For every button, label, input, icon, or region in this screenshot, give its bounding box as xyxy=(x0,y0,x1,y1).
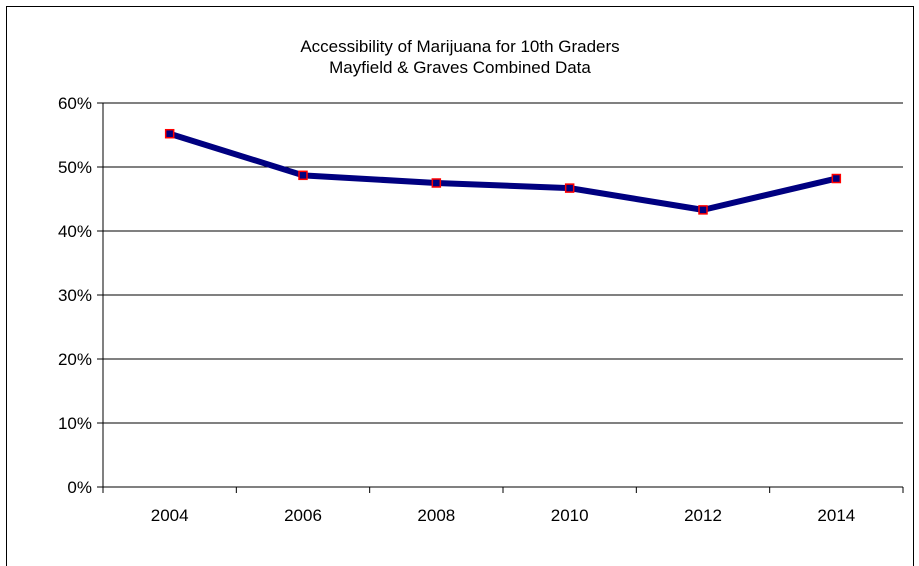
data-point-2008 xyxy=(431,178,442,188)
x-tick-label-2006: 2006 xyxy=(284,506,322,525)
series-line-0 xyxy=(166,130,840,213)
data-point-2006 xyxy=(298,170,308,181)
chart-title-line-1: Accessibility of Marijuana for 10th Grad… xyxy=(300,37,619,56)
data-point-2010 xyxy=(564,183,575,193)
chart-title-line-2: Mayfield & Graves Combined Data xyxy=(329,58,591,77)
data-point-2012 xyxy=(698,205,708,215)
y-tick-labels: 0% 10% 20% 30% 40% 50% 60% xyxy=(58,94,92,497)
y-tick-label-6: 60% xyxy=(58,94,92,113)
y-tick-label-5: 50% xyxy=(58,158,92,177)
x-tick-label-2008: 2008 xyxy=(417,506,455,525)
chart-title: Accessibility of Marijuana for 10th Grad… xyxy=(300,37,619,77)
axes xyxy=(97,102,904,493)
series-group xyxy=(164,128,842,215)
y-tick-label-4: 40% xyxy=(58,222,92,241)
x-tick-labels: 2004 2006 2008 2010 2012 2014 xyxy=(151,506,855,525)
y-tick-label-3: 30% xyxy=(58,286,92,305)
chart-frame xyxy=(6,6,914,566)
y-tick-label-2: 20% xyxy=(58,350,92,369)
gridlines xyxy=(103,102,903,424)
data-point-2014 xyxy=(831,173,842,184)
x-tick-label-2012: 2012 xyxy=(684,506,722,525)
y-tick-label-1: 10% xyxy=(58,414,92,433)
x-tick-label-2010: 2010 xyxy=(551,506,589,525)
x-tick-label-2004: 2004 xyxy=(151,506,189,525)
x-tick-label-2014: 2014 xyxy=(817,506,855,525)
data-point-2004 xyxy=(164,128,175,139)
y-tick-label-0: 0% xyxy=(67,478,92,497)
